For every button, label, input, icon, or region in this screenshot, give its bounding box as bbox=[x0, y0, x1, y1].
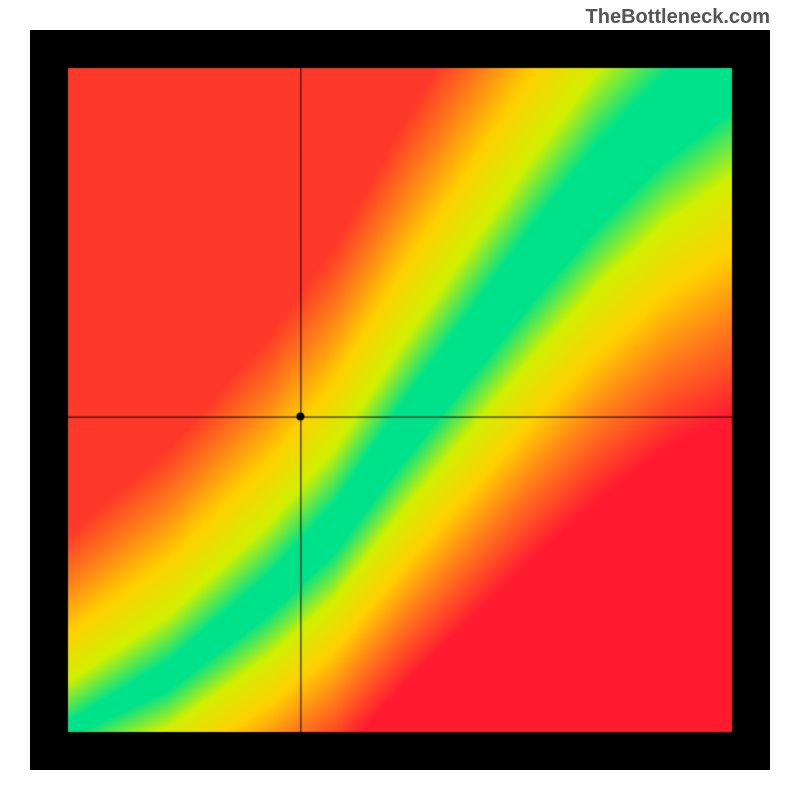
bottleneck-heatmap bbox=[30, 30, 770, 770]
attribution-label: TheBottleneck.com bbox=[586, 6, 770, 29]
